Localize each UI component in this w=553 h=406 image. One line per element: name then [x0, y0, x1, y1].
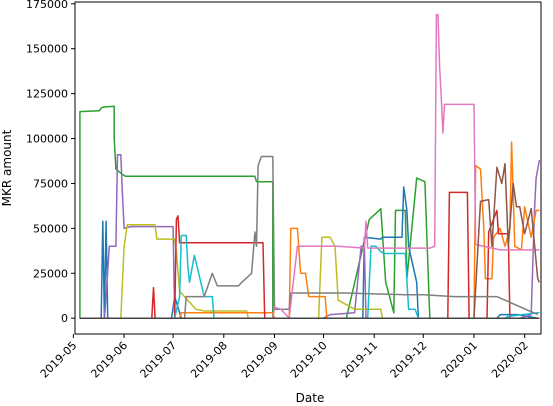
y-tick-label: 75000: [33, 177, 68, 190]
y-tick-label: 0: [61, 312, 68, 325]
series-line-9: [79, 13, 540, 319]
series-line-1: [79, 105, 538, 319]
x-tick-label: 2019-07: [138, 339, 180, 381]
x-tick-label: 2019-05: [38, 339, 80, 381]
y-tick-label: 50000: [33, 222, 68, 235]
x-tick-label: 2020-01: [438, 339, 480, 381]
series-line-5: [79, 141, 540, 319]
y-tick-label: 25000: [33, 267, 68, 280]
y-axis-title: MKR amount: [0, 129, 14, 206]
series-line-6: [79, 191, 538, 319]
y-tick-label: 175000: [26, 0, 68, 11]
x-tick-label: 2020-02: [489, 339, 531, 381]
series-line-7: [79, 234, 540, 319]
x-tick-label: 2019-06: [88, 339, 130, 381]
series-line-8: [79, 155, 539, 319]
x-tick-label: 2019-08: [188, 339, 230, 381]
series-lines: [79, 13, 541, 319]
plot-frame: [74, 1, 542, 335]
x-tick-label: 2019-11: [339, 339, 381, 381]
series-line-10: [79, 162, 541, 319]
y-tick-label: 150000: [26, 43, 68, 56]
y-tick-label: 125000: [26, 88, 68, 101]
x-tick-label: 2019-09: [239, 339, 281, 381]
x-tick-label: 2019-12: [388, 339, 430, 381]
x-tick-label: 2019-10: [288, 339, 330, 381]
series-line-4: [79, 224, 538, 319]
x-axis-title: Date: [296, 391, 325, 405]
y-tick-label: 100000: [26, 133, 68, 146]
y-axis: 0 25000 50000 75000 100000 125000 150000 175000: [26, 0, 75, 325]
x-axis: 2019-05 2019-06 2019-07 2019-08 2019-09 2019-…: [38, 334, 531, 381]
